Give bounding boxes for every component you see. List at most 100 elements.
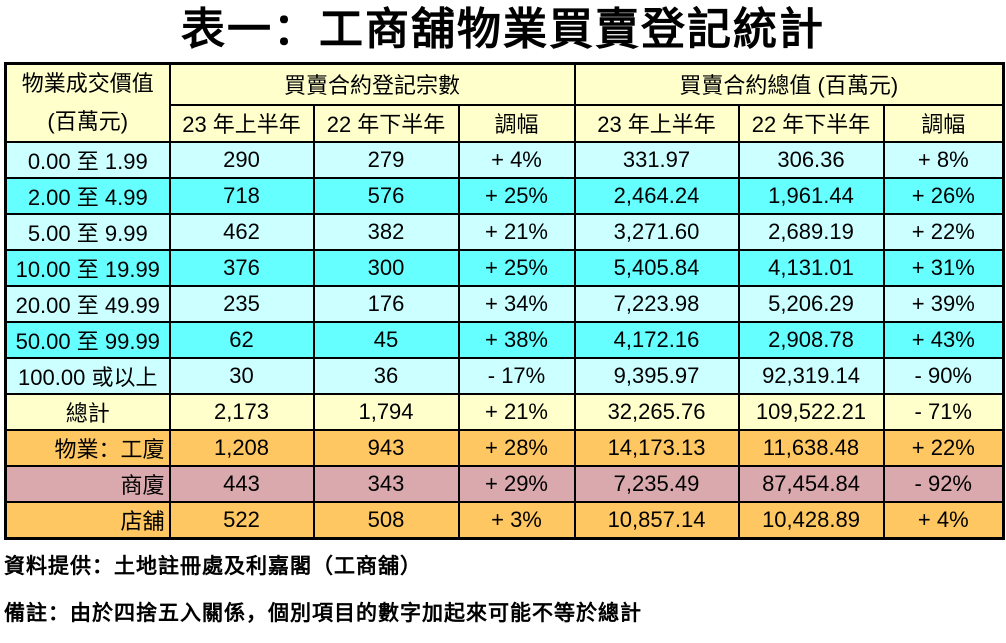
table-row: 10.00 至 19.99 376 300 + 25% 5,405.84 4,131.01… xyxy=(4,249,1005,287)
data-cell: - 90% xyxy=(882,357,1005,395)
data-cell: 279 xyxy=(312,141,460,179)
data-cell: 45 xyxy=(312,321,460,359)
data-cell: + 39% xyxy=(882,285,1005,323)
data-cell: 4,172.16 xyxy=(573,321,740,359)
data-cell: 1,208 xyxy=(168,429,315,467)
row-label: 商廈 xyxy=(4,465,171,503)
data-cell: + 26% xyxy=(882,177,1005,215)
row-label: 2.00 至 4.99 xyxy=(4,177,171,215)
table-body: 0.00 至 1.99 290 279 + 4% 331.97 306.36 + 8% 2.0… xyxy=(4,141,1005,539)
row-label: 100.00 或以上 xyxy=(4,357,171,395)
page-title: 表一：工商舖物業買賣登記統計 xyxy=(181,5,825,54)
data-cell: 306.36 xyxy=(737,141,885,179)
data-cell: 576 xyxy=(312,177,460,215)
data-cell: 462 xyxy=(168,213,315,251)
data-cell: + 22% xyxy=(882,429,1005,467)
data-cell: - 71% xyxy=(882,393,1005,431)
data-cell: 3,271.60 xyxy=(573,213,740,251)
data-cell: 10,428.89 xyxy=(737,501,885,539)
table-row: 店舖 522 508 + 3% 10,857.14 10,428.89 + 4% xyxy=(4,501,1005,539)
data-cell: 7,223.98 xyxy=(573,285,740,323)
data-cell: 14,173.13 xyxy=(573,429,740,467)
table-row: 2.00 至 4.99 718 576 + 25% 2,464.24 1,961.44 + … xyxy=(4,177,1005,215)
data-cell: 522 xyxy=(168,501,315,539)
table-row: 100.00 或以上 30 36- 17% 9,395.97 92,319.14- 90… xyxy=(4,357,1005,395)
data-cell: + 43% xyxy=(882,321,1005,359)
table-row: 5.00 至 9.99 462 382 + 21% 3,271.60 2,689.19 + … xyxy=(4,213,1005,251)
data-cell: 2,689.19 xyxy=(737,213,885,251)
data-cell: + 4% xyxy=(457,141,576,179)
header-group-row: 物業成交價值 (百萬元) 買賣合約登記宗數 買賣合約總值 (百萬元) xyxy=(4,62,1005,143)
data-cell: 343 xyxy=(312,465,460,503)
data-cell: 62 xyxy=(168,321,315,359)
data-cell: 443 xyxy=(168,465,315,503)
data-cell: 9,395.97 xyxy=(573,357,740,395)
data-cell: 382 xyxy=(312,213,460,251)
row-label: 0.00 至 1.99 xyxy=(4,141,171,179)
data-cell: 943 xyxy=(312,429,460,467)
data-cell: + 3% xyxy=(457,501,576,539)
data-cell: + 21% xyxy=(457,393,576,431)
data-cell: 4,131.01 xyxy=(737,249,885,287)
header-sub-row: 23 年上半年 22 年下半年 調幅 23 年上半年 22 年下半年 調幅 xyxy=(6,103,1005,144)
data-cell: 300 xyxy=(312,249,460,287)
data-cell: 87,454.84 xyxy=(737,465,885,503)
data-cell: + 31% xyxy=(882,249,1005,287)
data-cell: 11,638.48 xyxy=(737,429,885,467)
data-cell: 1,961.44 xyxy=(737,177,885,215)
rounding-note: 備註：由於四捨五入關係，個別項目的數字加起來可能不等於總計 xyxy=(4,600,642,625)
data-cell: 5,206.29 xyxy=(737,285,885,323)
data-cell: - 92% xyxy=(882,465,1005,503)
row-label: 10.00 至 19.99 xyxy=(4,249,171,287)
data-cell: 2,464.24 xyxy=(573,177,740,215)
source-note: 資料提供：土地註冊處及利嘉閣（工商舖） xyxy=(4,553,422,578)
data-cell: + 28% xyxy=(457,429,576,467)
table-row: 商廈 443 343 + 29% 7,235.49 87,454.84- 92% xyxy=(4,465,1005,503)
data-cell: + 38% xyxy=(457,321,576,359)
stats-table: 物業成交價值 (百萬元) 買賣合約登記宗數 買賣合約總值 (百萬元) 23 年上… xyxy=(4,62,1006,540)
row-label: 5.00 至 9.99 xyxy=(4,213,171,251)
data-cell: 2,908.78 xyxy=(737,321,885,359)
table-row: 總計 2,173 1,794 + 21% 32,265.76 109,522.21- 71… xyxy=(4,393,1005,431)
data-cell: - 17% xyxy=(457,357,576,395)
header-group-count: 買賣合約登記宗數 xyxy=(168,62,576,106)
row-label: 50.00 至 99.99 xyxy=(4,321,171,359)
data-cell: 30 xyxy=(168,357,315,395)
table-row: 50.00 至 99.99 62 45 + 38% 4,172.16 2,908.78 + … xyxy=(4,321,1005,359)
data-cell: 2,173 xyxy=(168,393,315,431)
row-label: 物業：工廈 xyxy=(4,429,171,467)
sub-header-cell: 23 年上半年 xyxy=(573,103,740,144)
table-row: 20.00 至 49.99 235 176 + 34% 7,223.98 5,206.29… xyxy=(4,285,1005,323)
data-cell: + 29% xyxy=(457,465,576,503)
data-cell: + 8% xyxy=(882,141,1005,179)
data-cell: 290 xyxy=(168,141,315,179)
sub-header-cell: 調幅 xyxy=(882,103,1005,144)
data-cell: + 22% xyxy=(882,213,1005,251)
row-label: 20.00 至 49.99 xyxy=(4,285,171,323)
sub-header-cell: 調幅 xyxy=(457,103,576,144)
header-col1: 物業成交價值 (百萬元) xyxy=(4,62,171,143)
data-cell: 109,522.21 xyxy=(737,393,885,431)
table-row: 0.00 至 1.99 290 279 + 4% 331.97 306.36 + 8% xyxy=(4,141,1005,179)
data-cell: 508 xyxy=(312,501,460,539)
sub-header-cell: 23 年上半年 xyxy=(168,103,315,144)
table-header: 物業成交價值 (百萬元) 買賣合約登記宗數 買賣合約總值 (百萬元) 23 年上… xyxy=(4,62,1005,144)
row-label: 總計 xyxy=(4,393,171,431)
data-cell: + 4% xyxy=(882,501,1005,539)
data-cell: 5,405.84 xyxy=(573,249,740,287)
row-label: 店舖 xyxy=(4,501,171,539)
data-cell: + 21% xyxy=(457,213,576,251)
footer-notes: 資料提供：土地註冊處及利嘉閣（工商舖） 備註：由於四捨五入關係，個別項目的數字加… xyxy=(4,550,1006,627)
sub-header-cell: 22 年下半年 xyxy=(312,103,460,144)
header-col1-line1: 物業成交價值 xyxy=(21,71,154,96)
data-cell: 32,265.76 xyxy=(573,393,740,431)
data-cell: 10,857.14 xyxy=(573,501,740,539)
header-group-value: 買賣合約總值 (百萬元) xyxy=(573,62,1005,106)
data-cell: 7,235.49 xyxy=(573,465,740,503)
data-cell: + 34% xyxy=(457,285,576,323)
data-cell: 1,794 xyxy=(312,393,460,431)
sub-header-cell: 22 年下半年 xyxy=(737,103,885,144)
data-cell: 718 xyxy=(168,177,315,215)
data-cell: 36 xyxy=(312,357,460,395)
